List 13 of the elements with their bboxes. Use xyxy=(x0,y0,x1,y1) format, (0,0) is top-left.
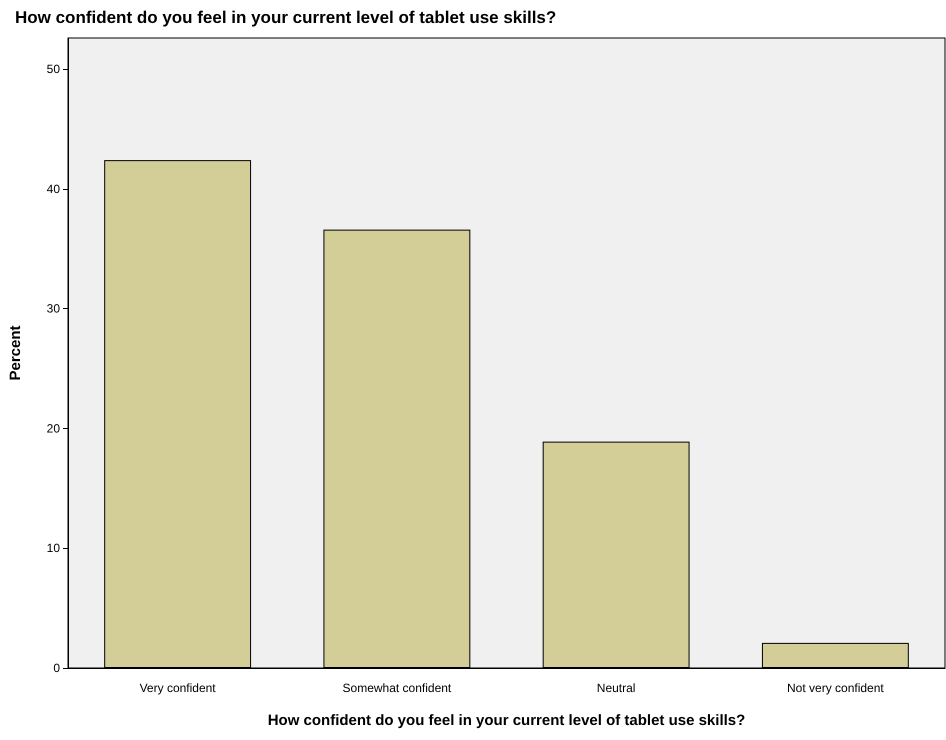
x-axis-title: How confident do you feel in your current level of tablet use skills? xyxy=(268,712,746,729)
y-tick-label: 20 xyxy=(46,421,60,436)
x-tick-label: Neutral xyxy=(596,681,636,695)
x-tick-label: Very confident xyxy=(140,681,216,695)
y-tick-label: 50 xyxy=(46,62,60,76)
y-tick-label: 10 xyxy=(46,541,60,556)
y-axis-title: Percent xyxy=(7,325,24,381)
x-tick-label: Somewhat confident xyxy=(342,681,452,695)
y-tick-label: 30 xyxy=(46,302,60,316)
chart-title: How confident do you feel in your current level of tablet use skills? xyxy=(15,8,556,27)
x-tick-label: Not very confident xyxy=(787,681,884,695)
y-tick-label: 0 xyxy=(53,661,60,675)
y-tick-label: 40 xyxy=(46,182,60,196)
